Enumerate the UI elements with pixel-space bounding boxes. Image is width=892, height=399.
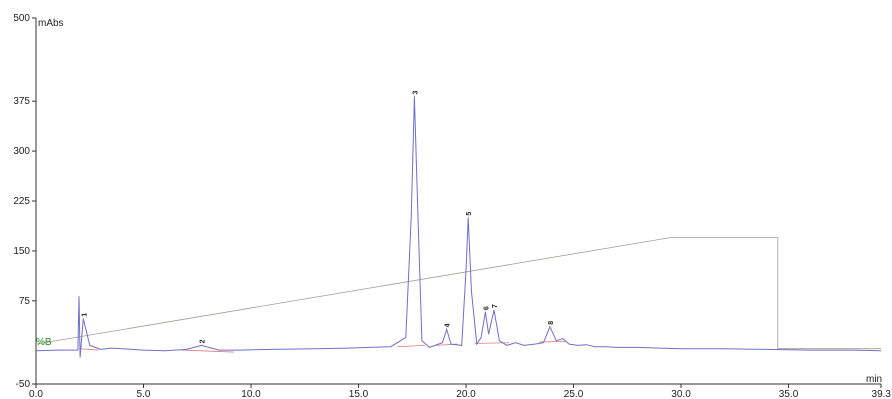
peak-label: 5	[466, 212, 473, 216]
peak-label: 3	[412, 91, 419, 95]
integration-baseline	[539, 341, 565, 343]
x-tick-label: 35.0	[779, 389, 799, 399]
x-tick-label: 15.0	[349, 389, 369, 399]
absorbance-trace	[35, 96, 882, 358]
x-tick-label: 0.0	[29, 389, 43, 399]
integration-baseline	[80, 348, 99, 351]
peak-label: 1	[81, 313, 88, 317]
x-tick-label: 10.0	[241, 389, 261, 399]
peak-label-layer: 1 2 3 4 5 67 8	[81, 91, 555, 346]
x-tick-label: 30.0	[671, 389, 691, 399]
x-tick-label: 5.0	[137, 389, 151, 399]
y-tick-label: -50	[16, 379, 31, 390]
x-tick-label: 25.0	[564, 389, 584, 399]
peak-label: 4	[445, 323, 452, 327]
trace-layer	[35, 96, 882, 358]
y-tick-label: 300	[13, 146, 30, 157]
y-tick-label: 375	[13, 96, 30, 107]
y-tick-label: 500	[13, 13, 30, 24]
y-tick-label: 75	[19, 296, 31, 307]
y-axis-unit-label: mAbs	[38, 18, 64, 29]
peak-label: 8	[548, 321, 555, 325]
secondary-axis-label: %B	[36, 337, 52, 348]
integration-baseline	[182, 349, 234, 353]
peak-label: 2	[200, 339, 207, 343]
gradient-series-line	[35, 237, 881, 350]
x-tick-label: 39.3	[872, 389, 892, 399]
peak-label: 7	[492, 304, 499, 308]
x-tick-label: 20.0	[456, 389, 476, 399]
axes-layer	[35, 18, 881, 385]
y-tick-label: 225	[13, 196, 30, 207]
y-tick-label: 150	[13, 246, 30, 257]
x-axis-unit-label: min	[866, 374, 882, 385]
baseline-layer	[80, 341, 565, 353]
peak-label: 6	[483, 306, 490, 310]
gradient-layer	[35, 237, 881, 350]
integration-baseline	[397, 345, 426, 348]
